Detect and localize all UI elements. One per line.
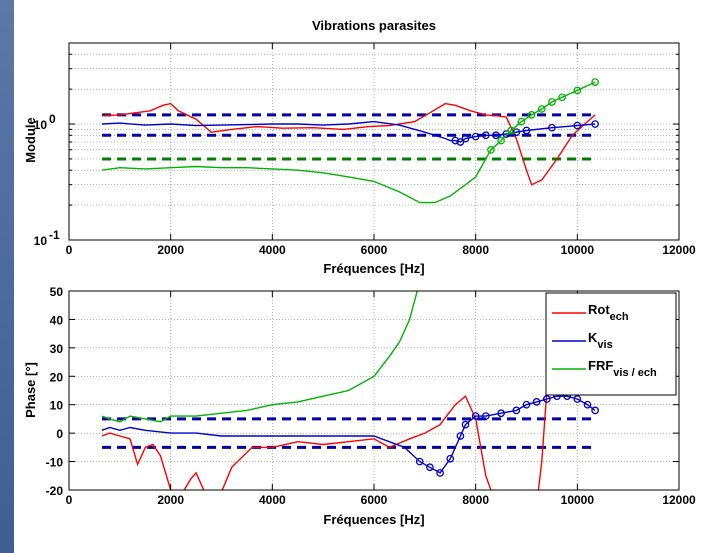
series-line-0 (101, 304, 596, 490)
y-tick-label: -20 (46, 484, 64, 498)
module-xlabel: Fréquences [Hz] (323, 261, 424, 276)
legend-label: FRFvis / ech (588, 358, 657, 379)
data-point (542, 395, 551, 403)
legend: Rotech Kvis FRFvis / ech (545, 292, 677, 396)
series-line-0 (101, 102, 596, 186)
x-tick-label: 8000 (462, 493, 489, 507)
y-tick-label: 40 (50, 313, 64, 327)
data-point (415, 457, 424, 466)
module-plot: Vibrations parasites Module Fréquences [… (23, 18, 696, 276)
y-tick-label: -10 (46, 456, 64, 470)
module-ylabel: Module (23, 117, 38, 163)
data-point (537, 105, 546, 113)
x-tick-label: 2000 (157, 493, 184, 507)
data-point (497, 136, 505, 145)
chart-title: Vibrations parasites (312, 18, 436, 33)
data-point (591, 120, 599, 128)
data-point (573, 395, 582, 403)
y-tick-label: 10 (34, 234, 48, 248)
legend-label: Kvis (588, 330, 613, 351)
y-tick-label: 0 (56, 427, 63, 441)
figure-canvas: Vibrations parasites Module Fréquences [… (23, 18, 696, 527)
data-point (548, 98, 556, 106)
x-tick-label: 10000 (561, 493, 595, 507)
x-tick-label: 10000 (561, 243, 595, 257)
y-tick-exponent: 0 (49, 112, 56, 126)
phase-ylabel: Phase [°] (23, 362, 38, 418)
series-line-2 (101, 81, 596, 204)
data-point (512, 406, 521, 415)
data-point (461, 134, 470, 143)
x-tick-label: 0 (66, 493, 73, 507)
data-point (558, 93, 566, 102)
series-line-1 (101, 395, 596, 474)
data-point (502, 130, 511, 138)
data-point (436, 469, 444, 477)
x-tick-label: 2000 (157, 243, 184, 257)
data-point (548, 123, 556, 132)
data-point (426, 463, 434, 472)
figure-window: Vibrations parasites Module Fréquences [… (14, 0, 714, 553)
data-point (527, 111, 536, 119)
x-tick-label: 8000 (462, 243, 489, 257)
data-point (456, 138, 465, 146)
legend-box (545, 292, 677, 396)
data-point (591, 78, 599, 86)
data-point (471, 132, 480, 141)
x-tick-label: 6000 (361, 493, 388, 507)
y-tick-label: 50 (50, 285, 64, 299)
data-point (522, 126, 531, 135)
data-point (517, 117, 526, 126)
grid-lines (68, 42, 680, 241)
series-line-2 (101, 291, 418, 423)
x-tick-label: 4000 (259, 493, 286, 507)
data-point (583, 400, 592, 409)
data-point (471, 412, 480, 420)
data-point (492, 131, 500, 140)
legend-label: Rotech (588, 302, 629, 323)
phase-xlabel: Fréquences [Hz] (323, 512, 424, 527)
data-point (497, 409, 505, 418)
data-point (451, 136, 460, 145)
data-point (507, 126, 516, 135)
x-tick-label: 12000 (662, 493, 696, 507)
y-tick-label: 10 (50, 399, 64, 413)
x-tick-label: 6000 (361, 243, 388, 257)
data-point (532, 398, 541, 406)
data-point (487, 145, 495, 154)
x-tick-label: 4000 (259, 243, 286, 257)
y-tick-label: 30 (50, 342, 64, 356)
data-point (456, 432, 465, 440)
data-point (481, 131, 490, 140)
data-point (446, 454, 455, 463)
x-tick-label: 12000 (662, 243, 696, 257)
y-tick-label: 20 (50, 370, 64, 384)
data-point (481, 412, 490, 420)
data-point (461, 420, 470, 429)
data-point (522, 400, 531, 409)
data-point (573, 121, 582, 130)
y-tick-exponent: -1 (49, 228, 60, 242)
data-point (591, 406, 599, 415)
x-tick-label: 0 (66, 243, 73, 257)
phase-plot: Phase [°] Fréquences [Hz] 0 2000 4000 6000 8… (23, 285, 696, 527)
y-tick-label: 10 (34, 118, 48, 132)
data-point (573, 86, 582, 95)
axes-frame (68, 42, 680, 241)
data-point (512, 128, 521, 137)
